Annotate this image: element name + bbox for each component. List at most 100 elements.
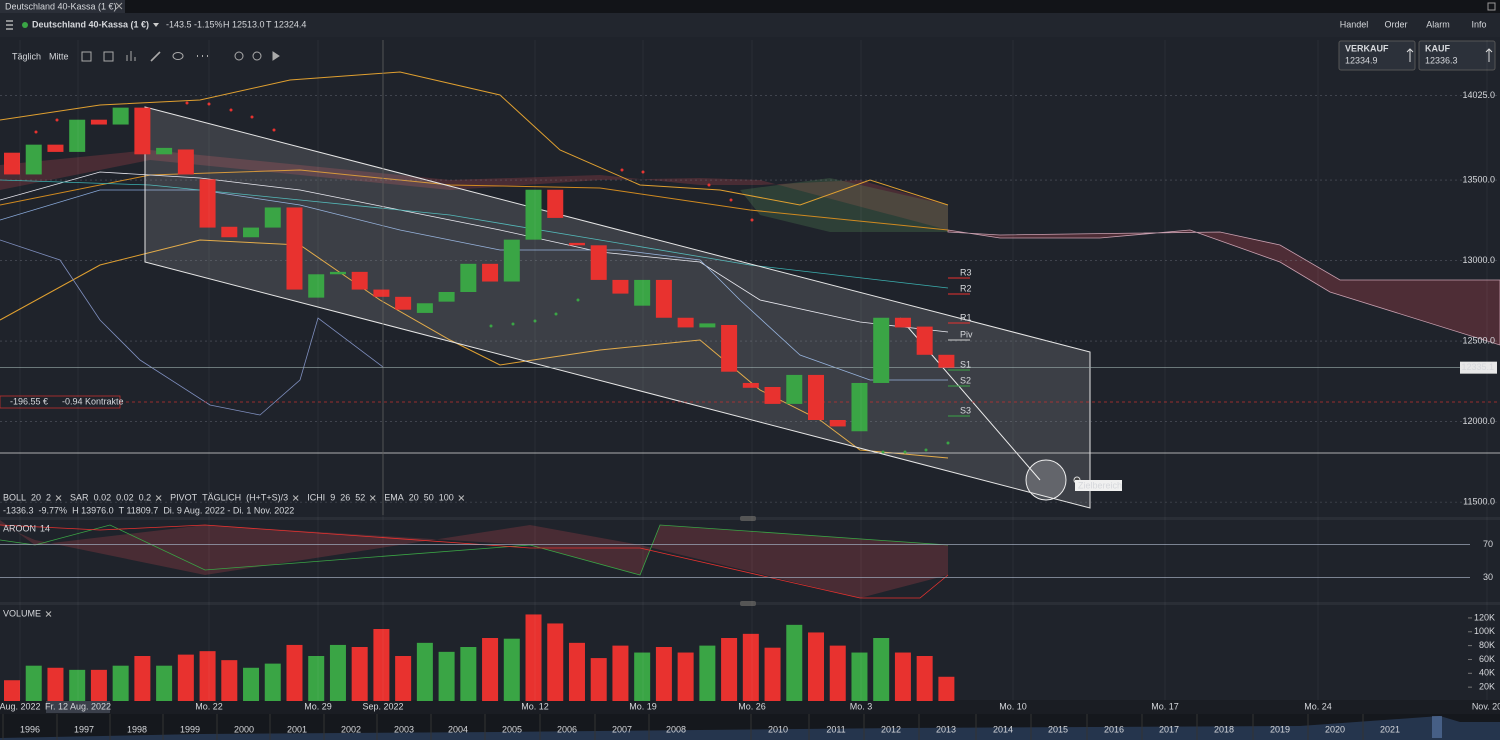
y-tick-label: 80K (1479, 640, 1495, 650)
navigator-window[interactable] (1432, 716, 1442, 738)
menu-item[interactable]: Alarm (1426, 19, 1450, 29)
buy-label[interactable]: KAUF (1425, 43, 1450, 53)
volume-bar (134, 656, 151, 701)
sell-arrow[interactable] (1406, 48, 1414, 62)
instrument-name[interactable]: Deutschland 40-Kassa (1 €) (32, 19, 149, 29)
volume-bar (25, 665, 42, 701)
position-box[interactable] (0, 395, 121, 409)
indicator-name[interactable]: SAR (70, 492, 89, 502)
volume-bar (156, 665, 173, 701)
menu-item[interactable]: Info (1471, 19, 1486, 29)
candle (568, 242, 585, 246)
candle (829, 420, 846, 427)
sell-price[interactable]: 12334.9 (1345, 55, 1378, 65)
close-icon[interactable] (55, 495, 62, 501)
day-low: T 12324.4 (266, 19, 306, 29)
volume-bar (503, 638, 520, 701)
candle (460, 263, 477, 292)
price-mode-button[interactable]: Mitte (49, 51, 69, 61)
navigator-year: 1997 (74, 724, 94, 734)
candle (112, 107, 129, 125)
volume-bar (786, 624, 803, 701)
close-icon[interactable] (369, 495, 376, 501)
pivot-label: R1 (960, 312, 972, 322)
navigator[interactable] (0, 714, 1500, 740)
ichimoku-cloud-future (947, 229, 1500, 346)
icon-chart-type[interactable] (81, 51, 92, 62)
indicator-param[interactable]: 52 (355, 492, 365, 502)
icon-template[interactable] (103, 51, 114, 62)
ichimoku-cloud (0, 150, 948, 230)
menu-item[interactable]: Handel (1340, 19, 1369, 29)
restore-icon[interactable] (1487, 2, 1496, 11)
volume-bar (721, 638, 738, 701)
indicator-name[interactable]: BOLL (3, 492, 26, 502)
icon-indicators[interactable] (126, 51, 136, 61)
candle (851, 382, 868, 432)
indicator-param[interactable]: (H+T+S)/3 (246, 492, 288, 502)
navigator-year: 2020 (1325, 724, 1345, 734)
stat: -1336.3 (3, 505, 34, 515)
candle (655, 279, 672, 318)
tab[interactable] (0, 0, 125, 13)
position-contracts[interactable]: -0.94 Kontrakte (62, 396, 124, 406)
close-icon[interactable] (45, 611, 52, 617)
stat: H 13976.0 (72, 505, 114, 515)
indicator-param[interactable]: 9 (330, 492, 335, 502)
indicator-param[interactable]: 0.02 (94, 492, 112, 502)
buy-arrow[interactable] (1485, 48, 1493, 62)
tab-close[interactable] (115, 2, 123, 10)
indicator-param[interactable]: 50 (424, 492, 434, 502)
icon-zoom-out[interactable] (234, 51, 244, 61)
y-tick-label: 60K (1479, 654, 1495, 664)
indicator-param[interactable]: 0.02 (116, 492, 134, 502)
close-icon[interactable] (155, 495, 162, 501)
navigator-year: 2008 (666, 724, 686, 734)
sell-box[interactable] (1338, 40, 1416, 71)
dropdown-arrow[interactable] (153, 23, 159, 27)
menu-icon[interactable] (6, 20, 13, 30)
buy-box[interactable] (1418, 40, 1496, 71)
menu-item[interactable]: Order (1384, 19, 1407, 29)
indicator-param[interactable]: 20 (31, 492, 41, 502)
ema-line (0, 189, 948, 381)
icon-zoom-in[interactable] (252, 51, 262, 61)
candle (894, 317, 911, 328)
candle (134, 107, 151, 155)
position-pnl[interactable]: -196.55 € (10, 396, 48, 406)
x-tick-label: Mo. 17 (1151, 701, 1179, 711)
y-tick-label: 120K (1474, 612, 1495, 622)
pane-handle[interactable] (740, 601, 756, 606)
interval-button[interactable]: Täglich (12, 51, 41, 61)
navigator-year: 2021 (1380, 724, 1400, 734)
lagging-span (0, 239, 384, 416)
icon-view[interactable] (172, 52, 184, 60)
navigator-year: 1998 (127, 724, 147, 734)
sell-label[interactable]: VERKAUF (1345, 43, 1389, 53)
indicator-param[interactable]: 2 (46, 492, 51, 502)
indicator-param[interactable]: TÄGLICH (202, 492, 241, 502)
indicator-name[interactable]: EMA (384, 492, 404, 502)
candle (873, 317, 890, 383)
indicator-param[interactable]: 20 (409, 492, 419, 502)
buy-price[interactable]: 12336.3 (1425, 55, 1458, 65)
indicator-name[interactable]: PIVOT (170, 492, 198, 502)
icon-play[interactable] (272, 51, 280, 61)
close-icon[interactable] (292, 495, 299, 501)
candle (373, 289, 390, 297)
tab-title[interactable]: Deutschland 40-Kassa (1 €) (5, 1, 117, 11)
navigator-year: 2006 (557, 724, 577, 734)
indicator-param[interactable]: 0.2 (139, 492, 152, 502)
indicator-name[interactable]: ICHI (307, 492, 325, 502)
pivot-lines (948, 277, 970, 417)
icon-draw[interactable] (150, 51, 161, 62)
y-tick-label: 11500.0 (1463, 496, 1495, 506)
navigator-year: 2012 (881, 724, 901, 734)
close-icon[interactable] (458, 495, 465, 501)
candle (938, 354, 955, 368)
indicator-param[interactable]: 100 (439, 492, 454, 502)
pane-handle[interactable] (740, 516, 756, 521)
indicator-param[interactable]: 26 (340, 492, 350, 502)
y-tick-label: 12500.0 (1462, 335, 1495, 345)
